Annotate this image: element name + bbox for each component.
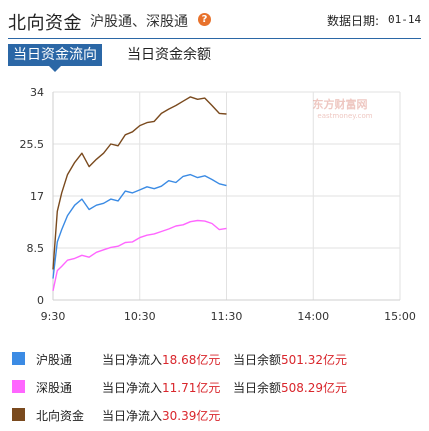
y-tick-label: 8.5 (27, 242, 45, 255)
legend-swatch (12, 352, 25, 365)
legend-item-sgt: 深股通 当日净流入11.71亿元 当日余额508.29亿元 (0, 376, 429, 398)
tab-daily-balance[interactable]: 当日资金余额 (127, 47, 211, 63)
x-tick-label: 11:30 (211, 310, 243, 323)
page-title: 北向资金 (8, 13, 82, 34)
header: 北向资金 沪股通、深股通 ? 数据日期: 01-14 (0, 0, 429, 38)
y-tick-label: 34 (30, 86, 44, 99)
legend-inflow: 当日净流入18.68亿元 (102, 353, 221, 367)
chart-grid (52, 91, 401, 301)
header-divider (8, 38, 421, 39)
legend-item-hgt: 沪股通 当日净流入18.68亿元 当日余额501.32亿元 (0, 348, 429, 370)
page-subtitle: 沪股通、深股通 (90, 14, 188, 30)
y-tick-label: 0 (37, 294, 44, 307)
x-tick-label: 10:30 (124, 310, 156, 323)
legend-swatch (12, 380, 25, 393)
date-label: 数据日期: (327, 14, 380, 28)
date-value: 01-14 (388, 13, 422, 26)
tab-daily-flow[interactable]: 当日资金流向 (8, 44, 102, 72)
flow-line-chart: 东方财富网 eastmoney.com 0 8.5 17 25.5 34 9:30 10:… (20, 86, 416, 323)
legend-item-north: 北向资金 当日净流入30.39亿元 (0, 404, 429, 426)
legend-inflow: 当日净流入30.39亿元 (102, 409, 221, 423)
y-axis-labels: 0 8.5 17 25.5 34 (20, 86, 45, 307)
legend-inflow: 当日净流入11.71亿元 (102, 381, 221, 395)
x-tick-label: 15:00 (384, 310, 416, 323)
legend-swatch (12, 408, 25, 421)
legend-name: 深股通 (36, 381, 73, 395)
watermark: 东方财富网 eastmoney.com (313, 97, 373, 120)
legend-balance: 当日余额508.29亿元 (233, 381, 348, 395)
series-line-0 (52, 173, 227, 279)
y-tick-label: 17 (30, 190, 44, 203)
question-icon[interactable]: ? (198, 13, 211, 26)
legend-balance: 当日余额501.32亿元 (233, 353, 348, 367)
y-tick-label: 25.5 (20, 138, 45, 151)
series-lines (52, 96, 227, 291)
x-tick-label: 14:00 (297, 310, 329, 323)
watermark-subtext: eastmoney.com (317, 112, 372, 120)
series-line-1 (52, 219, 227, 291)
x-axis-labels: 9:30 10:30 11:30 14:00 15:00 (41, 310, 416, 323)
series-line-2 (52, 96, 227, 270)
legend-name: 沪股通 (36, 353, 73, 367)
watermark-text: 东方财富网 (313, 97, 368, 111)
x-tick-label: 9:30 (41, 310, 66, 323)
legend-name: 北向资金 (36, 409, 85, 423)
